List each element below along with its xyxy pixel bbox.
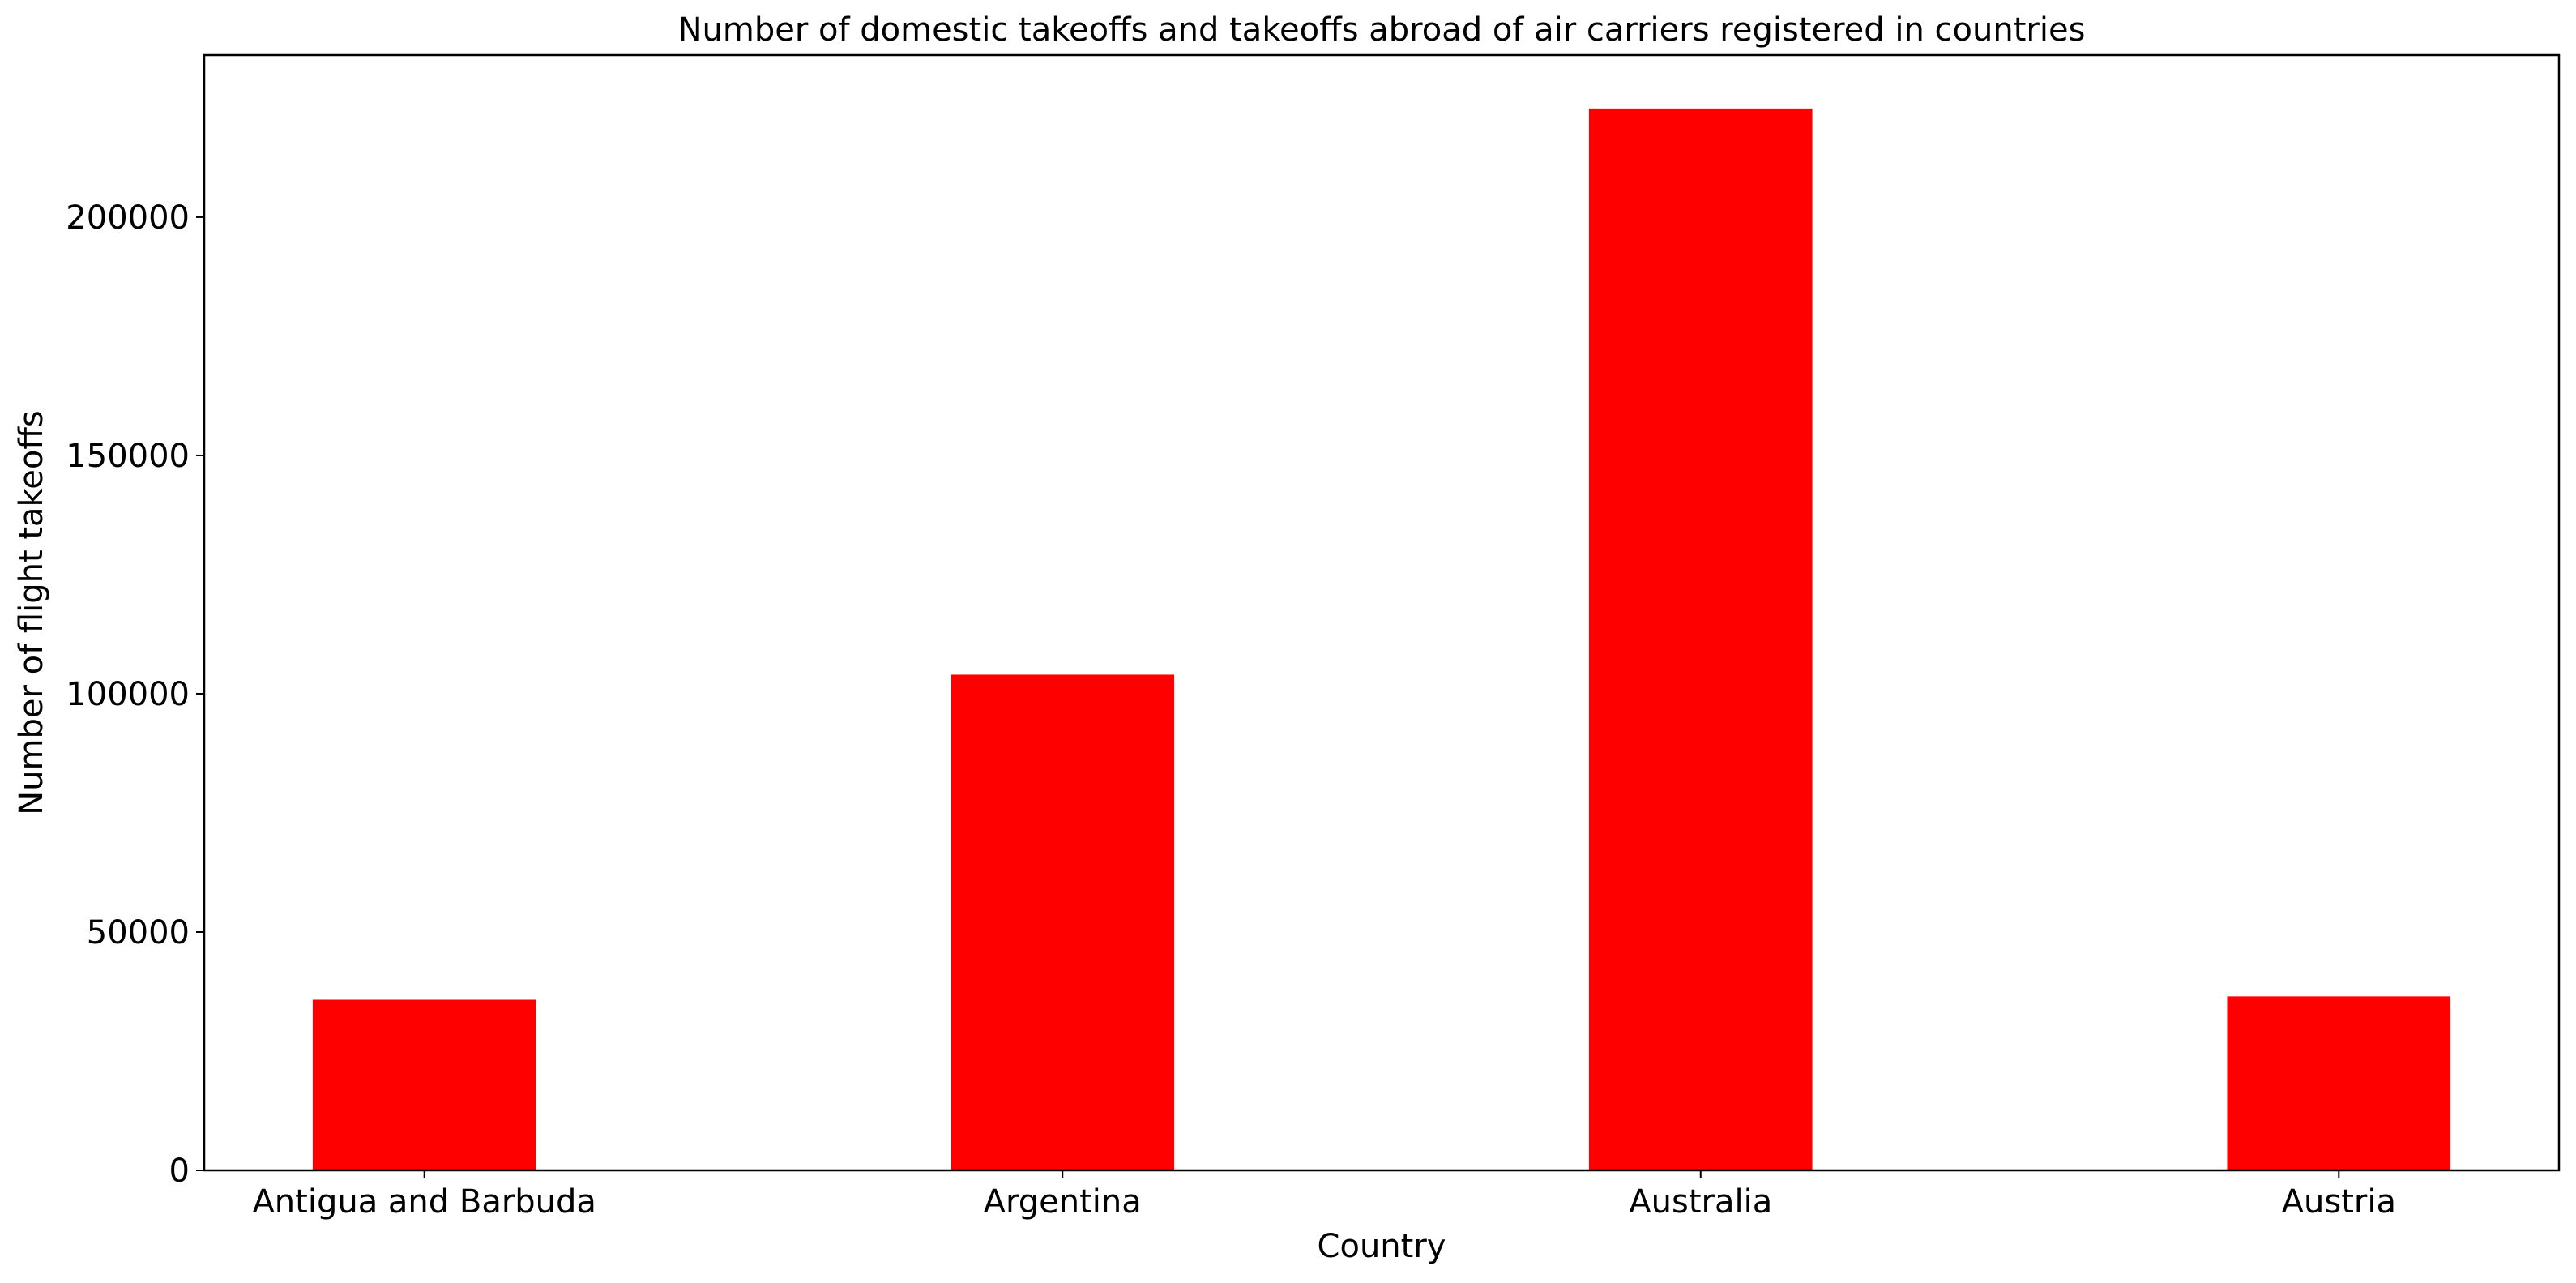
bar-austria (2227, 996, 2451, 1170)
x-tick-label: Austria (2282, 1183, 2396, 1221)
plot-frame (203, 53, 2561, 1172)
x-axis: Antigua and Barbuda Argentina Australia Aus… (252, 1170, 2396, 1221)
y-tick-label: 200000 (66, 199, 190, 237)
y-tick-label: 50000 (87, 914, 190, 952)
bar-argentina (951, 674, 1175, 1170)
bar-antigua-and-barbuda (312, 999, 536, 1170)
y-tick-label: 100000 (66, 676, 190, 713)
y-axis-label: Number of flight takeoffs (13, 410, 50, 815)
y-tick-label: 0 (169, 1153, 190, 1190)
chart-title: Number of domestic takeoffs and takeoffs… (678, 11, 2086, 49)
y-axis: 0 50000 100000 150000 200000 (66, 199, 204, 1190)
y-tick-label: 150000 (66, 438, 190, 475)
bar-australia (1588, 108, 1813, 1170)
x-axis-label: Country (1318, 1228, 1446, 1265)
x-tick-label: Argentina (984, 1183, 1142, 1221)
x-tick-label: Antigua and Barbuda (252, 1183, 596, 1221)
x-tick-label: Australia (1629, 1183, 1772, 1221)
bars-group (312, 108, 2451, 1170)
